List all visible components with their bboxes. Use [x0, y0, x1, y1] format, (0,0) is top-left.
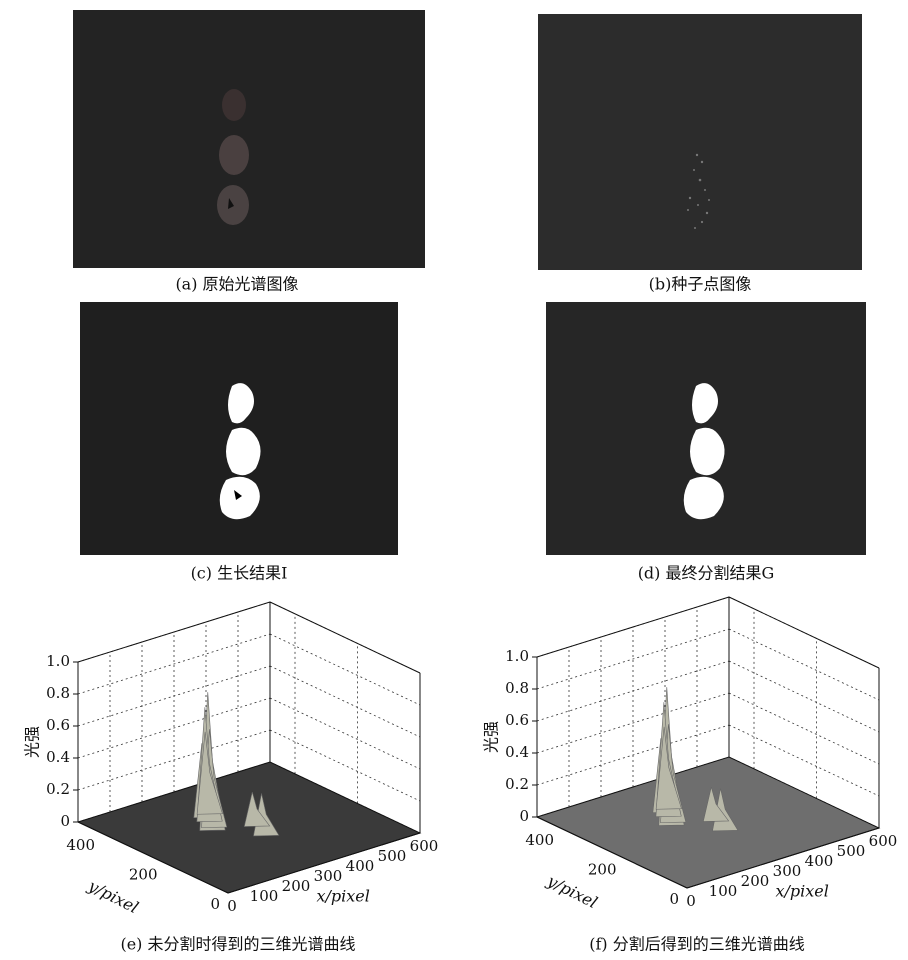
z-tick-label: 1.0	[46, 652, 70, 670]
x-tick-label: 0	[686, 892, 696, 910]
y-tick-label: 0	[669, 890, 679, 908]
axis-line	[537, 597, 729, 657]
grid-line	[729, 693, 879, 764]
z-tick-label: 0.2	[46, 780, 70, 798]
image-a	[73, 10, 425, 268]
axis-line	[270, 602, 420, 673]
image-b	[538, 14, 862, 270]
x-tick-label: 0	[227, 897, 237, 915]
y-tick-label: 400	[66, 836, 95, 854]
grid-line	[729, 661, 879, 732]
image-c	[80, 302, 398, 555]
x-tick-label: 100	[250, 887, 279, 905]
y-tick-label: 0	[210, 895, 220, 913]
z-tick-label: 0.4	[46, 748, 70, 766]
y-tick-label: 200	[129, 865, 158, 883]
figure: (a) 原始光谱图像 (b)种子点图像 (c) 生长结果I (d) 最终分割结果…	[0, 0, 908, 960]
z-tick-label: 0.8	[46, 684, 70, 702]
y-tick-label: 400	[525, 831, 554, 849]
x-tick-label: 600	[410, 837, 439, 855]
image-d	[546, 302, 866, 555]
z-tick-label: 1.0	[505, 647, 529, 665]
x-tick-label: 600	[869, 832, 898, 850]
x-tick-label: 200	[741, 872, 770, 890]
x-axis-label: x/pixel	[776, 882, 829, 901]
caption: (b)种子点图像	[649, 275, 752, 294]
y-tick-label: 200	[588, 860, 617, 878]
x-tick-label: 400	[805, 852, 834, 870]
z-tick-label: 0.6	[46, 716, 70, 734]
caption: (c) 生长结果I	[191, 564, 288, 583]
grid-line	[270, 666, 420, 737]
axis-line	[729, 597, 879, 668]
x-tick-label: 100	[709, 882, 738, 900]
z-tick-label: 0.8	[505, 679, 529, 697]
x-tick-label: 500	[837, 842, 866, 860]
z-tick-label: 0.4	[505, 743, 529, 761]
z-tick-label: 0.2	[505, 775, 529, 793]
axis-line	[78, 602, 270, 662]
grid-line	[270, 698, 420, 769]
caption: (d) 最终分割结果G	[638, 564, 775, 583]
grid-line	[729, 629, 879, 700]
caption: (a) 原始光谱图像	[175, 275, 298, 294]
grid-line	[270, 634, 420, 705]
z-axis-label: 光强	[482, 721, 501, 753]
caption: (f) 分割后得到的三维光谱曲线	[589, 935, 805, 954]
x-tick-label: 500	[378, 847, 407, 865]
z-axis-label: 光强	[23, 726, 42, 758]
z-tick-label: 0	[60, 812, 70, 830]
x-axis-label: x/pixel	[317, 887, 370, 906]
x-tick-label: 400	[346, 857, 375, 875]
caption: (e) 未分割时得到的三维光谱曲线	[120, 935, 355, 954]
x-tick-label: 300	[773, 862, 802, 880]
z-tick-label: 0	[519, 807, 529, 825]
x-tick-label: 200	[282, 877, 311, 895]
x-tick-label: 300	[314, 867, 343, 885]
z-tick-label: 0.6	[505, 711, 529, 729]
